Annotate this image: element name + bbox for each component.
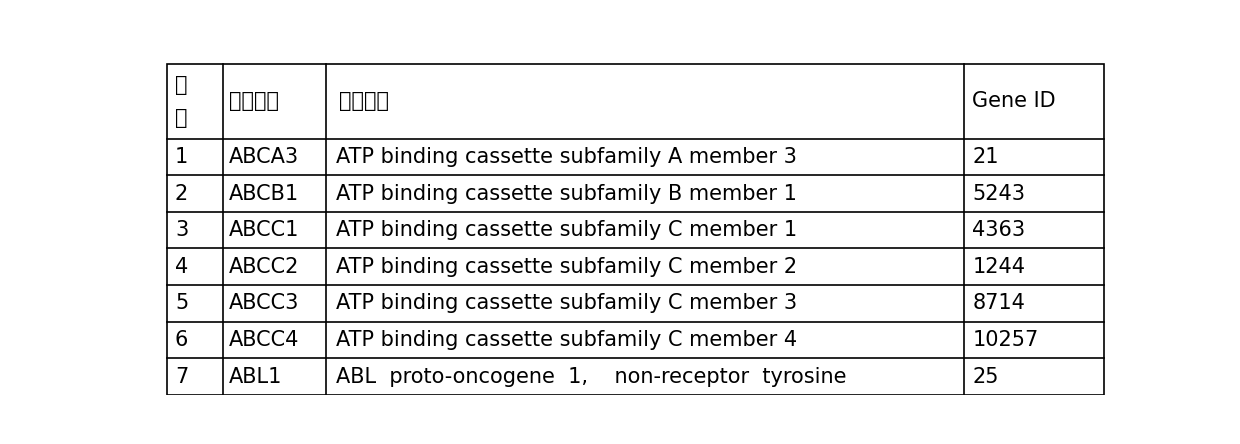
Text: 基因全称: 基因全称 <box>339 91 388 111</box>
Text: ABCB1: ABCB1 <box>229 184 299 204</box>
Text: 25: 25 <box>972 367 998 387</box>
Text: 10257: 10257 <box>972 330 1038 350</box>
Text: 1244: 1244 <box>972 257 1025 277</box>
Text: 基因名称: 基因名称 <box>229 91 279 111</box>
Text: ABCC4: ABCC4 <box>229 330 299 350</box>
Text: ABL1: ABL1 <box>229 367 283 387</box>
Text: ABCC2: ABCC2 <box>229 257 299 277</box>
Text: ABCA3: ABCA3 <box>229 147 299 167</box>
Text: 5243: 5243 <box>972 184 1025 204</box>
Text: ATP binding cassette subfamily C member 3: ATP binding cassette subfamily C member … <box>336 293 796 313</box>
Text: 6: 6 <box>175 330 188 350</box>
Text: 7: 7 <box>175 367 188 387</box>
Text: ABL  proto-oncogene  1,    non-receptor  tyrosine: ABL proto-oncogene 1, non-receptor tyros… <box>336 367 846 387</box>
Text: ABCC1: ABCC1 <box>229 220 299 240</box>
Text: Gene ID: Gene ID <box>972 91 1055 111</box>
Text: ATP binding cassette subfamily C member 4: ATP binding cassette subfamily C member … <box>336 330 796 350</box>
Text: 8714: 8714 <box>972 293 1025 313</box>
Text: 4363: 4363 <box>972 220 1025 240</box>
Text: 序
号: 序 号 <box>175 75 187 127</box>
Text: ATP binding cassette subfamily C member 2: ATP binding cassette subfamily C member … <box>336 257 796 277</box>
Text: 5: 5 <box>175 293 188 313</box>
Text: 4: 4 <box>175 257 188 277</box>
Text: 21: 21 <box>972 147 998 167</box>
Text: ATP binding cassette subfamily B member 1: ATP binding cassette subfamily B member … <box>336 184 796 204</box>
Text: 2: 2 <box>175 184 188 204</box>
Text: 1: 1 <box>175 147 188 167</box>
Text: ATP binding cassette subfamily A member 3: ATP binding cassette subfamily A member … <box>336 147 796 167</box>
Text: ATP binding cassette subfamily C member 1: ATP binding cassette subfamily C member … <box>336 220 796 240</box>
Text: ABCC3: ABCC3 <box>229 293 299 313</box>
Text: 3: 3 <box>175 220 188 240</box>
